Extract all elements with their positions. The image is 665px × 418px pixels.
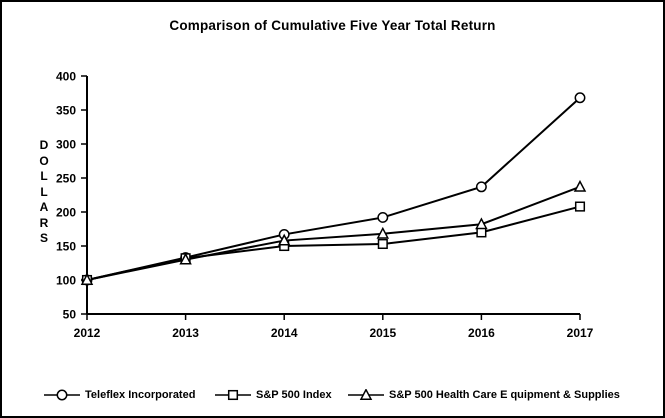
y-axis-title-letter: A bbox=[39, 200, 49, 214]
data-point-triangle bbox=[376, 226, 390, 239]
legend-label: S&P 500 Index bbox=[256, 389, 332, 401]
y-axis-title-letter: R bbox=[39, 215, 49, 230]
y-tick-label: 150 bbox=[56, 240, 76, 254]
y-tick-label: 100 bbox=[56, 274, 76, 288]
y-axis-title-letter: S bbox=[39, 231, 48, 245]
data-point-circle bbox=[574, 92, 586, 104]
series-line bbox=[86, 97, 581, 281]
legend: Teleflex Incorporated S&P 500 Index S&P 50… bbox=[2, 385, 663, 407]
y-tick-label: 400 bbox=[56, 70, 76, 84]
y-tick-label: 200 bbox=[56, 206, 76, 220]
y-tick-label: 50 bbox=[63, 308, 77, 322]
data-point-circle bbox=[475, 181, 487, 193]
data-point-square bbox=[574, 201, 586, 212]
legend-circle-icon bbox=[44, 389, 80, 401]
y-axis-title-letter: L bbox=[40, 184, 48, 199]
y-tick-label: 350 bbox=[56, 104, 76, 118]
data-point-circle bbox=[377, 211, 389, 223]
series-line bbox=[86, 185, 581, 281]
x-tick-label: 2017 bbox=[567, 326, 594, 340]
legend-label: Teleflex Incorporated bbox=[85, 389, 196, 401]
y-axis-title-letter: D bbox=[39, 138, 49, 152]
legend-square-icon bbox=[215, 389, 251, 401]
legend-item-circle: Teleflex Incorporated bbox=[44, 385, 195, 405]
legend-label: S&P 500 Health Care E quipment & Supplie… bbox=[389, 389, 620, 401]
legend-triangle-icon bbox=[348, 389, 384, 400]
x-tick-label: 2015 bbox=[369, 326, 396, 340]
data-point-triangle bbox=[179, 252, 192, 265]
x-tick-label: 2012 bbox=[74, 326, 101, 340]
data-point-triangle bbox=[573, 179, 587, 192]
x-tick-label: 2014 bbox=[271, 326, 298, 340]
data-point-triangle bbox=[277, 233, 291, 246]
data-point-square bbox=[476, 227, 487, 238]
chart-title: Comparison of Cumulative Five Year Total… bbox=[169, 18, 496, 33]
series-line bbox=[86, 205, 581, 281]
legend-item-square: S&P 500 Index bbox=[215, 385, 332, 405]
y-axis-title-letter: O bbox=[39, 153, 49, 168]
data-point-triangle bbox=[475, 217, 488, 230]
legend-item-triangle: S&P 500 Health Care E quipment & Supplie… bbox=[348, 385, 620, 405]
plot-area: 400 350 300 250 200 150 100 50 2012 2013 2014 2015 2… bbox=[2, 42, 663, 342]
plot-svg: 400 350 300 250 200 150 100 50 2012 2013 2014 2015 2… bbox=[56, 70, 594, 341]
data-point-triangle bbox=[80, 273, 94, 285]
data-point-square bbox=[377, 238, 388, 250]
x-tick-label: 2016 bbox=[468, 326, 495, 340]
y-tick-label: 300 bbox=[56, 138, 76, 152]
y-tick-label: 250 bbox=[56, 172, 76, 186]
x-tick-label: 2013 bbox=[172, 326, 199, 340]
y-axis-title-letter: L bbox=[40, 169, 48, 183]
